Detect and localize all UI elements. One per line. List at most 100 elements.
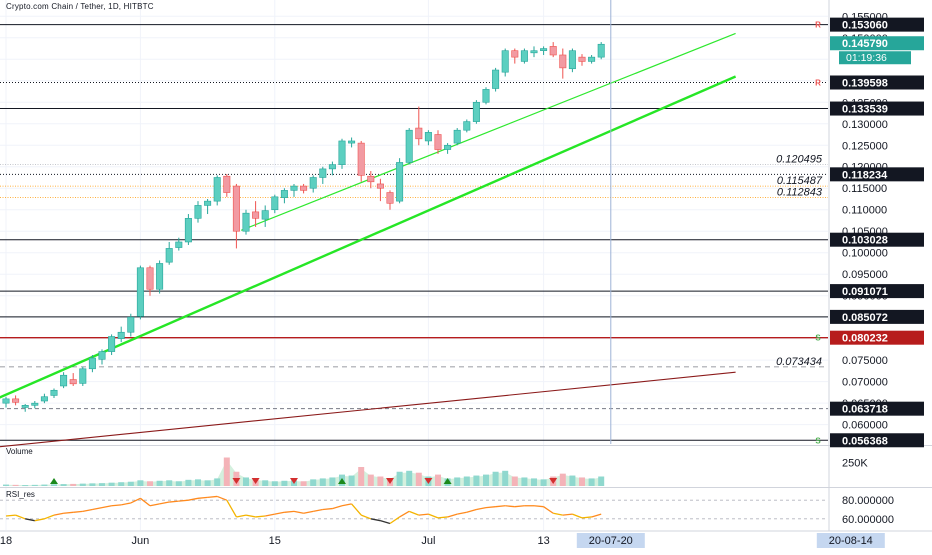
- volume-bar: [454, 477, 461, 486]
- candle-body: [492, 69, 500, 89]
- rsi-segment: [332, 505, 343, 510]
- candle-body: [578, 56, 586, 62]
- rsi-segment: [101, 505, 112, 509]
- price-tick-label: 0.060000: [842, 420, 888, 432]
- volume-bar: [41, 484, 48, 486]
- price-level-badge: [830, 101, 924, 116]
- candle-body: [280, 190, 288, 198]
- rsi-segment: [418, 513, 429, 516]
- x-tick-label: 18: [0, 535, 12, 547]
- price-level-badge: [830, 17, 924, 32]
- rsi-segment: [322, 507, 333, 511]
- candle-body: [367, 175, 375, 183]
- rsi-segment: [533, 505, 544, 508]
- price-tick-label: 0.110000: [842, 205, 887, 217]
- rsi-segment: [207, 495, 218, 499]
- candle-body: [194, 205, 202, 219]
- rsi-segment: [121, 502, 131, 506]
- x-tick-label: Jun: [132, 535, 150, 547]
- volume-bar: [569, 475, 576, 486]
- rsi-pane-label: RSI_res: [6, 490, 35, 499]
- volume-bar: [262, 480, 269, 486]
- volume-bar: [310, 479, 317, 486]
- candle-body: [271, 196, 279, 211]
- volume-signal-up: [443, 478, 452, 484]
- rsi-segment: [476, 506, 487, 511]
- date-badge: [576, 533, 645, 548]
- volume-bar: [31, 484, 38, 486]
- candle-body: [50, 389, 58, 396]
- volume-signal-down: [232, 478, 241, 484]
- volume-bar: [521, 477, 528, 486]
- candle-body: [463, 121, 471, 131]
- candle-body: [559, 54, 567, 69]
- price-level-badge: [830, 284, 924, 299]
- rsi-segment: [82, 508, 93, 513]
- rsi-segment: [341, 503, 352, 507]
- rsi-segment: [389, 516, 400, 525]
- rsi-segment: [408, 510, 420, 516]
- candle-body: [31, 402, 39, 406]
- volume-bar: [127, 481, 134, 486]
- volume-bar: [598, 476, 605, 486]
- volume-bar: [99, 483, 105, 486]
- trendline: [240, 32, 736, 231]
- rsi-segment: [495, 505, 506, 508]
- rsi-segment: [514, 505, 525, 508]
- price-level-badge: [830, 75, 924, 90]
- volume-bar: [147, 481, 153, 486]
- volume-bar: [435, 474, 441, 486]
- volume-bar: [195, 479, 201, 486]
- candle-body: [21, 405, 29, 408]
- volume-bar: [329, 477, 336, 486]
- candle-body: [482, 89, 490, 103]
- countdown-badge: [839, 51, 911, 65]
- candle-body: [328, 164, 336, 170]
- rsi-tick-label: 80.000000: [842, 495, 894, 507]
- volume-bar: [502, 470, 509, 486]
- candle-body: [117, 331, 125, 339]
- volume-bar: [204, 480, 211, 486]
- candle-body: [60, 374, 68, 387]
- x-tick-label: 13: [537, 535, 549, 547]
- volume-bar: [483, 474, 489, 486]
- volume-bar: [358, 467, 365, 486]
- volume-bar: [281, 480, 288, 486]
- candle-body: [156, 263, 164, 290]
- volume-bar: [156, 480, 163, 486]
- date-badge-text: 20-08-14: [829, 535, 873, 547]
- candle-body: [184, 218, 192, 243]
- rsi-segment: [572, 513, 583, 519]
- rsi-segment: [274, 511, 285, 515]
- volume-area: [6, 460, 602, 486]
- candle-body: [540, 48, 548, 51]
- rsi-segment: [111, 504, 122, 507]
- rsi-segment: [44, 514, 55, 520]
- trendline: [0, 75, 737, 399]
- volume-bar: [319, 478, 326, 486]
- candle-body: [242, 212, 250, 232]
- rsi-segment: [216, 495, 228, 501]
- candle-body: [588, 56, 596, 62]
- candle-body: [204, 200, 212, 206]
- rsi-segment: [360, 514, 372, 520]
- rsi-segment: [428, 513, 439, 519]
- candle-body: [453, 129, 461, 144]
- price-tick-label: 0.130000: [842, 119, 888, 131]
- date-badge-text: 20-07-20: [589, 535, 633, 547]
- level-marker: S: [815, 334, 821, 343]
- chart-title: Crypto.com Chain / Tether, 1D, HITBTC: [6, 2, 154, 11]
- candle-body: [12, 398, 20, 403]
- fib-level-label: 0.120495: [776, 154, 823, 166]
- price-level-badge-text: 0.056368: [842, 435, 888, 447]
- candle-body: [434, 134, 442, 150]
- rsi-segment: [140, 497, 151, 507]
- candle-body: [98, 351, 106, 360]
- volume-bar: [415, 472, 422, 486]
- x-tick-label: Jul: [421, 535, 435, 547]
- trendline: [0, 371, 736, 448]
- price-level-badge: [830, 309, 924, 324]
- rsi-segment: [485, 506, 496, 509]
- rsi-segment: [313, 508, 323, 513]
